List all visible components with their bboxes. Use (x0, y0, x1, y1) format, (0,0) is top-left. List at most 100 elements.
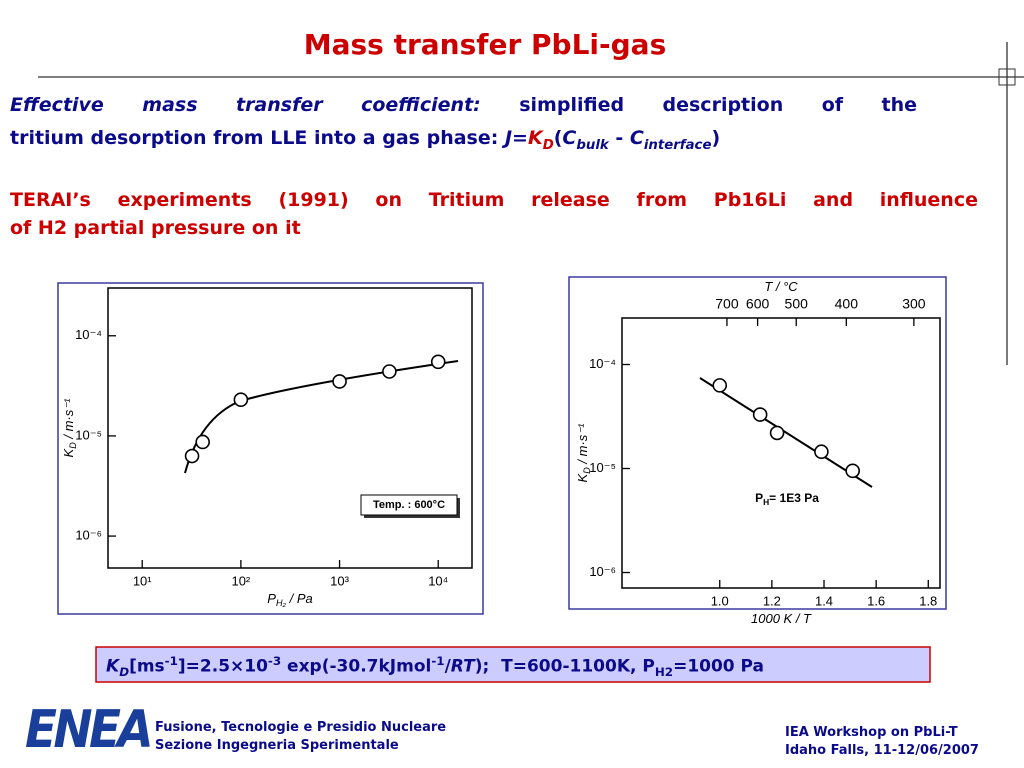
x-tick-label: 1.6 (867, 593, 885, 608)
label-main: P (755, 491, 763, 505)
label-main: K (575, 472, 590, 482)
sym: - (608, 127, 630, 149)
x2-tick-label: 700 (715, 296, 739, 312)
footer-right: IEA Workshop on PbLi-T (785, 725, 958, 740)
x-axis-label: 1000 K / T (751, 611, 812, 626)
experiment-line: of H2 partial pressure on it (10, 217, 301, 239)
sym: J (504, 127, 513, 149)
x2-tick-label: 300 (902, 296, 926, 312)
point (814, 444, 829, 460)
y-tick-label: 10⁻⁵ (75, 427, 102, 442)
point (712, 378, 728, 393)
annotation: Temp. : 600°C (373, 499, 445, 511)
sym: C (629, 127, 644, 149)
label-rest: / m·s⁻¹ (61, 398, 76, 442)
figure-box (57, 282, 484, 615)
label-sub: H₂ (276, 598, 287, 608)
y-axis-label: KD / m·s⁻¹ (61, 398, 78, 458)
corner-mark (998, 68, 1016, 86)
text: ]=2.5×10 (177, 656, 268, 677)
point (233, 392, 249, 408)
label-sub: D (582, 467, 592, 474)
y-tick-label: 10⁻⁶ (589, 564, 616, 579)
x-tick-label: 10⁴ (428, 573, 448, 588)
plot-frame (107, 287, 473, 569)
point (769, 425, 785, 441)
intro-line: Effective mass transfer coefficient: sim… (10, 94, 917, 116)
point (195, 434, 210, 450)
label-rest: = 1E3 Pa (769, 491, 819, 505)
y-tick-label: 10⁻⁵ (589, 460, 616, 475)
x-tick-label: 10¹ (133, 573, 152, 588)
sym: K (527, 127, 543, 149)
y-tick-label: 10⁻⁴ (589, 356, 616, 371)
point (184, 448, 200, 464)
label-rest: / Pa (286, 591, 313, 606)
x2-tick-label: 400 (835, 296, 859, 312)
label-main: K (61, 447, 76, 457)
text: [ms (129, 656, 165, 677)
footer-left: Sezione Ingegneria Sperimentale (155, 738, 399, 753)
text: =1000 Pa (673, 656, 765, 677)
label-main: T / °C (764, 279, 798, 294)
text: tritium desorption from LLE into a gas p… (10, 127, 505, 149)
y-tick-label: 10⁻⁴ (75, 327, 102, 342)
x2-tick-label: 600 (746, 296, 770, 312)
sym: = (512, 127, 528, 149)
sup: -3 (267, 654, 282, 668)
label-main: P (267, 591, 276, 606)
text: ); T=600-1100K, P (474, 656, 655, 677)
intro-line: tritium desorption from LLE into a gas p… (10, 127, 720, 153)
label-sub: H (763, 497, 769, 507)
sub: H2 (654, 665, 674, 680)
text: simplified description of the (519, 94, 917, 116)
sub: D (119, 665, 130, 680)
label-main: Temp. : 600°C (373, 499, 445, 511)
x-axis-label: PH₂ / Pa (267, 591, 312, 608)
correlation: KD[ms-1]=2.5×10-3 exp(-30.7kJmol-1/RT); … (106, 654, 764, 679)
label-rest: / m·s⁻¹ (575, 423, 590, 467)
text: / (444, 656, 451, 677)
text: exp(-30.7kJmol (281, 656, 432, 677)
experiment-line: TERAI’s experiments (1991) on Tritium re… (10, 189, 978, 211)
point (430, 354, 446, 370)
sub: D (542, 137, 554, 153)
title: Mass transfer PbLi-gas (303, 28, 667, 61)
sym: C (562, 127, 577, 149)
fit-line (699, 377, 873, 488)
annotation-box (360, 494, 458, 516)
x2-tick-label: 500 (785, 296, 809, 312)
sup: -1 (431, 654, 445, 668)
annotation: PH= 1E3 Pa (755, 491, 819, 507)
footer-right: Idaho Falls, 11-12/06/2007 (785, 743, 979, 758)
x-tick-label: 1.0 (711, 593, 729, 608)
x-tick-label: 1.4 (815, 593, 833, 608)
y-tick-label: 10⁻⁶ (75, 528, 102, 543)
point (332, 374, 347, 389)
x-tick-label: 10³ (330, 573, 349, 588)
correlation-box (95, 646, 931, 683)
sub: interface (643, 137, 712, 153)
sub: bulk (576, 137, 609, 153)
term: Effective mass transfer coefficient: (10, 94, 481, 116)
x-tick-label: 1.2 (763, 593, 781, 608)
point (752, 407, 768, 422)
logo: ENEA (25, 700, 150, 760)
sym: RT (450, 656, 475, 677)
plot-frame (621, 317, 941, 589)
sym: ( (553, 127, 563, 149)
x2-axis-label: T / °C (764, 279, 798, 294)
label-main: 1000 K / T (751, 611, 812, 626)
y-axis-label: KD / m·s⁻¹ (575, 423, 592, 483)
figure-box (568, 276, 947, 610)
label-sub: D (68, 442, 78, 449)
sym: K (106, 656, 120, 677)
sup: -1 (164, 654, 178, 668)
sym: ) (711, 127, 721, 149)
point (382, 364, 397, 379)
point (845, 463, 860, 479)
x-tick-label: 10² (231, 573, 250, 588)
x-tick-label: 1.8 (919, 593, 937, 608)
